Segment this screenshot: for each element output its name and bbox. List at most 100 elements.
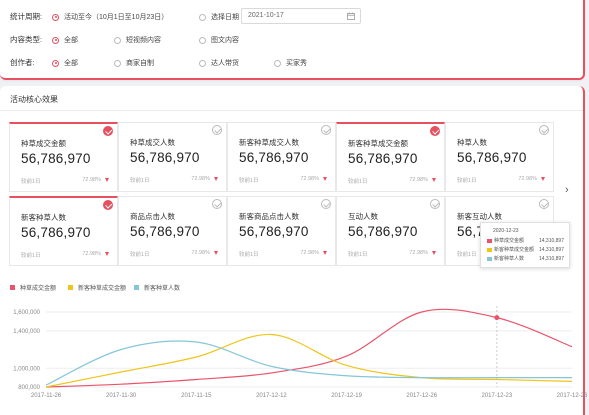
check-icon[interactable] [539,199,549,209]
card-pct: 72.98% [82,177,101,183]
radio-icon [52,36,59,44]
filter-panel: 统计周期: 活动至今（10月1日至10月23日） 选择日期 2021-10-17… [0,0,585,80]
metric-card[interactable]: 种草人数 56,786,970 较前1日 72.98% [445,122,554,192]
next-arrow-icon[interactable]: › [565,184,569,196]
content-option-all[interactable]: 全部 [52,35,78,45]
metric-card[interactable]: 商品点击人数 56,786,970 较前1日 72.98% [118,196,227,266]
card-value: 56,786,970 [348,224,418,239]
legend-swatch [134,285,139,290]
legend-swatch [68,285,73,290]
radio-icon [52,13,59,21]
check-icon[interactable] [430,126,440,136]
card-title: 新客互动人数 [457,212,502,221]
metric-card[interactable]: 互动人数 56,786,970 较前1日 72.98% [336,196,445,266]
legend-item-series-2[interactable]: 新客种草成交金额 [68,283,126,292]
creator-row: 创作者: [10,53,50,71]
arrow-down-icon [105,178,109,182]
radio-icon [274,59,281,67]
arrow-down-icon [432,178,436,182]
check-icon[interactable] [321,199,331,209]
x-tick-label: 2017-12-12 [256,393,287,399]
metric-card[interactable]: 新客商品点击人数 56,786,970 较前1日 72.98% [227,196,336,266]
tooltip-date: 2020-12-23 [493,228,519,234]
x-tick-label: 2017-12-26 [406,393,437,399]
radio-icon [199,59,206,67]
arrow-down-icon [214,177,218,181]
check-icon[interactable] [212,199,222,209]
radio-icon [199,13,206,21]
x-tick-label: 2017-12-23 [482,393,513,399]
y-tick-label: 800,000 [18,385,40,391]
creator-option-buyer-show[interactable]: 买家秀 [274,58,307,68]
metric-card[interactable]: 新客种草成交金额 56,786,970 较前1日 72.98% [336,122,445,192]
tooltip-swatch [487,238,492,243]
card-value: 56,786,970 [348,151,418,166]
period-option-custom[interactable]: 选择日期 [199,12,239,22]
check-icon[interactable] [212,125,222,135]
card-title: 新客种草成交人数 [239,138,299,147]
card-compare: 较前1日 [21,253,41,259]
divider [0,110,583,111]
metric-card[interactable]: 种草成交人数 56,786,970 较前1日 72.98% [118,122,227,192]
check-icon[interactable] [321,125,331,135]
card-compare: 较前1日 [457,178,477,184]
check-icon[interactable] [103,126,113,136]
card-compare: 较前1日 [457,252,477,258]
card-value: 56,786,970 [21,225,91,240]
arrow-down-icon [323,177,327,181]
card-value: 56,786,970 [21,151,91,166]
hover-point [494,315,500,321]
x-tick-label: 2017-11-26 [31,393,62,399]
content-type-row: 内容类型: [10,30,50,48]
tooltip-row: 新客种草人数 14,310,897 [487,255,567,262]
y-tick-label: 1,600,000 [13,310,40,316]
card-title: 种草成交人数 [130,138,175,147]
creator-label: 创作者: [10,57,35,67]
x-tick-label: 2017-12-19 [331,393,362,399]
arrow-down-icon [214,251,218,255]
card-value: 56,786,970 [457,150,527,165]
legend-item-series-3[interactable]: 新客种草人数 [134,283,180,292]
content-option-video[interactable]: 短视频内容 [114,35,161,45]
x-tick-label: 2017-11-15 [181,393,212,399]
card-title: 新客种草人数 [21,213,66,222]
card-pct: 72.98% [300,176,319,182]
check-icon[interactable] [539,125,549,135]
content-option-image-text[interactable]: 图文内容 [199,35,239,45]
card-title: 种草人数 [457,138,487,147]
metric-card[interactable]: 新客种草成交人数 56,786,970 较前1日 72.98% [227,122,336,192]
metric-card[interactable]: 种草成交金额 56,786,970 较前1日 72.98% [9,122,118,192]
card-compare: 较前1日 [130,178,150,184]
card-title: 种草成交金额 [21,139,66,148]
legend-item-series-1[interactable]: 种草成交金额 [10,283,56,292]
arrow-down-icon [432,251,436,255]
creator-option-influencer[interactable]: 达人带货 [199,58,239,68]
card-value: 56,786,970 [239,224,309,239]
card-pct: 72.98% [191,176,210,182]
creator-option-merchant[interactable]: 商家自制 [114,58,154,68]
arrow-down-icon [105,252,109,256]
tooltip-row: 新客种草成交金额 14,310,897 [487,246,567,253]
card-pct: 72.98% [82,251,101,257]
x-tick-label: 2017-11-30 [106,393,137,399]
card-title: 互动人数 [348,212,378,221]
card-value: 56,786,970 [130,224,200,239]
series-line-3 [45,340,572,386]
card-title: 商品点击人数 [130,212,175,221]
metric-card[interactable]: 新客种草人数 56,786,970 较前1日 72.98% [9,196,118,266]
x-tick-label: 2017-12-26 [557,393,588,399]
card-pct: 72.98% [409,177,428,183]
card-value: 56,786,970 [130,150,200,165]
check-icon[interactable] [103,200,113,210]
period-option-all[interactable]: 活动至今（10月1日至10月23日） [52,12,168,22]
card-title: 新客商品点击人数 [239,212,299,221]
arrow-down-icon [541,177,545,181]
period-label: 统计周期: [10,11,43,21]
tooltip-swatch [487,256,492,261]
arrow-down-icon [323,251,327,255]
card-compare: 较前1日 [130,252,150,258]
chart-tooltip: 2020-12-23 种草成交金额 14,310,897 新客种草成交金额 14… [480,222,570,268]
date-input[interactable]: 2021-10-17 [241,8,361,24]
check-icon[interactable] [430,199,440,209]
creator-option-all[interactable]: 全部 [52,58,78,68]
